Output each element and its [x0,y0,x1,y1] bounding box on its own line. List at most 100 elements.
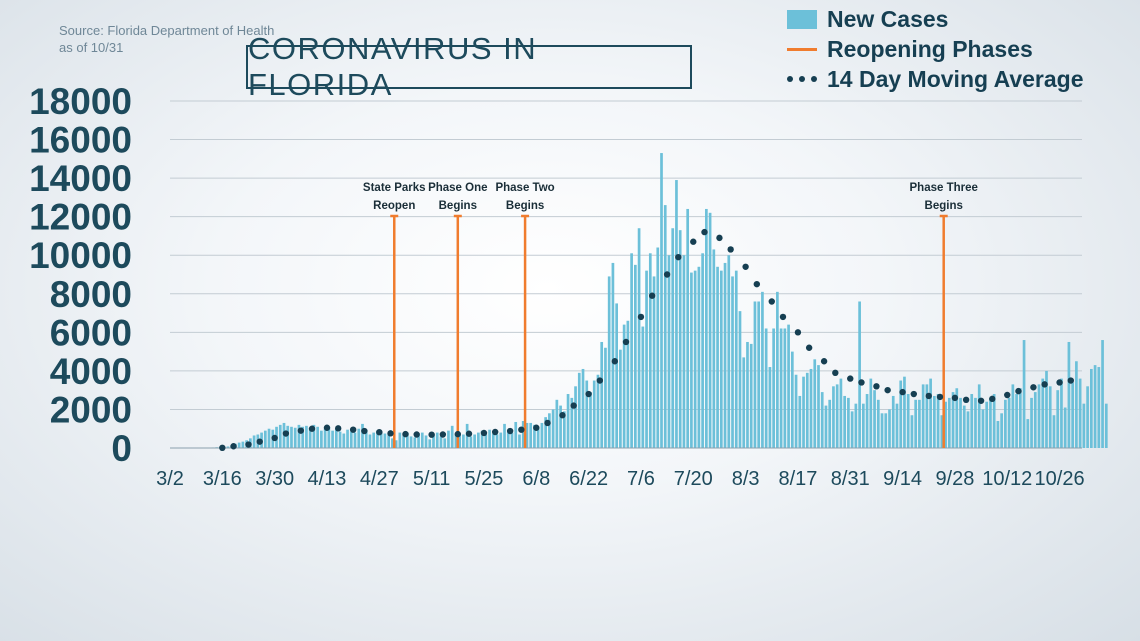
bar [570,397,574,448]
bar [349,431,353,448]
bar [802,376,805,448]
bar [334,428,338,448]
bar [462,434,465,448]
bar [761,291,764,448]
bar [428,439,432,448]
bar [903,376,906,448]
bar [1022,340,1026,448]
bar [1048,386,1052,448]
moving-average-dot [675,253,682,261]
moving-average-dot [361,427,368,435]
bar [757,301,761,448]
bar [409,436,413,448]
y-tick-label: 18000 [29,81,132,122]
bar [764,328,768,448]
moving-average-dot [910,390,917,398]
x-tick-label: 10/12 [982,468,1032,490]
bar [719,270,723,448]
bar [327,426,331,448]
bar [252,435,256,448]
bar [660,153,663,449]
bar [469,436,473,448]
moving-average-dot [282,430,290,437]
bar [495,434,499,448]
moving-average-dot [727,246,734,253]
bar [1082,403,1086,448]
moving-average-dot [1056,379,1063,386]
bar [305,425,308,448]
bar [783,328,787,448]
bar [746,341,749,448]
bar [716,266,719,448]
bar [518,434,521,448]
bar [402,435,405,448]
bar [962,405,966,448]
bar [832,386,835,448]
x-tick-label: 4/13 [308,468,347,490]
bar [675,180,678,449]
phase-label: Begins [925,200,963,212]
bar [936,394,940,448]
x-tick-label: 7/20 [674,468,713,490]
moving-average-dot [428,431,435,438]
bar [372,432,376,448]
moving-average-dot [962,396,970,404]
bar [342,433,346,448]
bar [566,394,570,448]
moving-average-dot [899,388,906,396]
bar [1052,415,1056,448]
bar [884,413,888,448]
moving-average-dot [533,424,540,431]
moving-average-dot [349,426,357,433]
bar [435,432,439,448]
bar [406,432,409,448]
bar [1063,407,1067,448]
phase-label: Reopen [373,200,415,212]
bar [391,438,394,448]
bar [611,262,615,448]
moving-average-dot [663,271,671,278]
x-tick-label: 8/17 [778,468,817,490]
bar [368,434,372,448]
bar [596,374,600,448]
bar [996,421,1000,448]
bar [417,434,420,448]
bar [630,253,633,448]
bar [548,413,551,448]
bar [383,433,387,448]
bar [622,324,626,448]
bar [353,432,357,448]
x-tick-label: 10/26 [1035,468,1085,490]
bar [525,422,529,448]
x-tick-label: 5/11 [413,468,450,490]
legend-swatch-dots [787,75,817,83]
bar [521,421,525,448]
moving-average-dot [753,280,761,288]
bar [749,343,753,448]
bar [641,326,645,448]
moving-average-dot [387,430,394,437]
moving-average-dot [884,386,891,394]
bar [805,372,809,448]
bar [607,276,611,448]
y-tick-label: 6000 [50,312,132,353]
bar [981,409,985,448]
bar [237,442,241,448]
bar [734,270,738,448]
bar [940,415,944,448]
bar [742,357,746,448]
bar [316,426,319,448]
x-tick-label: 3/2 [156,468,184,490]
bar [731,276,734,448]
moving-average-dot [413,431,420,438]
x-tick-label: 9/28 [935,468,974,490]
bar [820,392,824,448]
bar [514,421,518,448]
moving-average-dot [491,428,499,436]
bar [727,255,731,448]
bar [562,411,566,448]
bar [678,230,682,448]
bar [361,423,364,448]
bar [985,401,989,448]
bar [338,431,342,448]
